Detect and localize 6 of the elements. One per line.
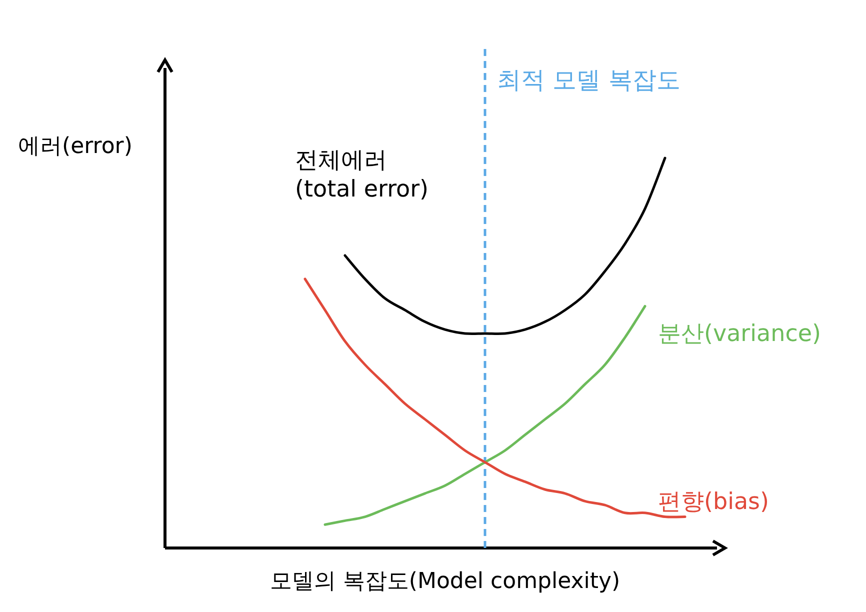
series-label: 편향(bias) (658, 488, 770, 515)
series-label: 분산(variance) (658, 321, 821, 348)
text: 전체에러 (total error) (295, 148, 429, 202)
x-axis-title: 모델의 복잡도(Model complexity) (270, 569, 620, 594)
y-axis-title: 에러(error) (18, 134, 132, 159)
text: 최적 모델 복잡도 (497, 66, 680, 94)
